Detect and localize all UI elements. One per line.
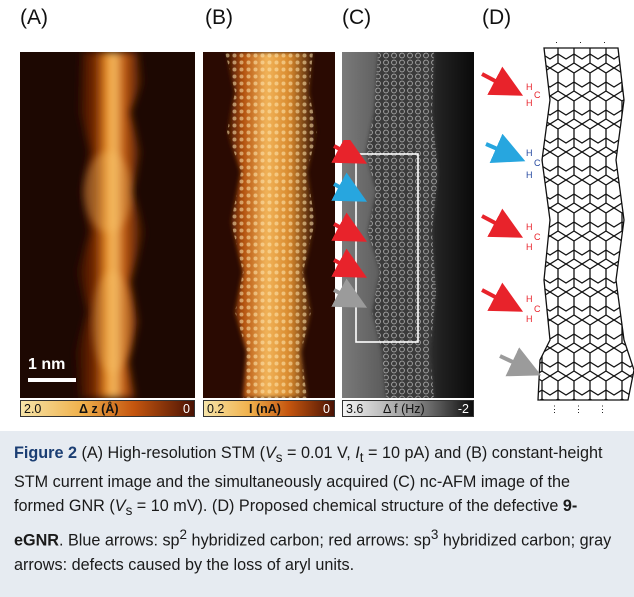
red-arrow-3 bbox=[331, 248, 368, 278]
svg-text:H: H bbox=[526, 82, 533, 92]
svg-text:H: H bbox=[526, 222, 533, 232]
scale-bar bbox=[28, 378, 76, 382]
svg-text:⋮: ⋮ bbox=[574, 404, 583, 414]
svg-text:⋮: ⋮ bbox=[576, 40, 585, 44]
blue-arrow-d-1 bbox=[485, 133, 526, 164]
red-arrow-d-3 bbox=[481, 282, 524, 312]
panel-label-c: (C) bbox=[342, 6, 372, 29]
svg-text:C: C bbox=[534, 304, 541, 314]
svg-text:H: H bbox=[526, 98, 533, 108]
panel-d-chemical-structure: ⋮ ⋮ ⋮ ⋮ ⋮ ⋮ H C H H C H H C H H C H bbox=[481, 40, 634, 414]
panel-label-d: (D) bbox=[482, 6, 512, 29]
svg-text:H: H bbox=[526, 242, 533, 252]
svg-text:C: C bbox=[534, 90, 541, 100]
red-arrow-2 bbox=[331, 212, 368, 242]
svg-text:H: H bbox=[526, 294, 533, 304]
highlight-box bbox=[355, 153, 419, 343]
svg-text:C: C bbox=[534, 158, 541, 168]
figure-2: (A) (B) (C) (D) 1 nm bbox=[20, 6, 634, 417]
panel-label-b: (B) bbox=[205, 6, 233, 29]
colorbar-a: 2.0 Δ z (Å) 0 bbox=[20, 400, 195, 417]
svg-text:⋮: ⋮ bbox=[598, 404, 607, 414]
panel-c-arrows bbox=[331, 140, 368, 308]
figure-caption: Figure 2 (A) High-resolution STM (Vs = 0… bbox=[0, 431, 634, 597]
panel-b-current-image bbox=[203, 52, 335, 398]
svg-text:H: H bbox=[526, 314, 533, 324]
svg-text:⋮: ⋮ bbox=[550, 404, 559, 414]
scale-bar-label: 1 nm bbox=[28, 356, 66, 373]
svg-text:H: H bbox=[526, 148, 533, 158]
panel-label-a: (A) bbox=[20, 6, 48, 29]
red-arrow-1 bbox=[331, 140, 368, 164]
caption-figure-label: Figure 2 bbox=[14, 444, 77, 462]
panel-a-stm-image: 1 nm bbox=[20, 52, 195, 398]
gray-arrow-1 bbox=[331, 278, 368, 308]
colorbar-b: 0.2 I (nA) 0 bbox=[203, 400, 335, 417]
compound-name: 9-eGNR bbox=[14, 497, 578, 550]
blue-arrow-1 bbox=[331, 172, 368, 202]
red-arrow-d-2 bbox=[481, 208, 524, 238]
red-arrow-d-1 bbox=[481, 66, 524, 96]
svg-text:⋮: ⋮ bbox=[600, 40, 609, 44]
svg-text:⋮: ⋮ bbox=[552, 40, 561, 44]
gray-arrow-d-1 bbox=[499, 347, 542, 377]
svg-text:C: C bbox=[534, 232, 541, 242]
svg-text:H: H bbox=[526, 170, 533, 180]
colorbar-c: 3.6 Δ f (Hz) -2 bbox=[342, 400, 474, 417]
